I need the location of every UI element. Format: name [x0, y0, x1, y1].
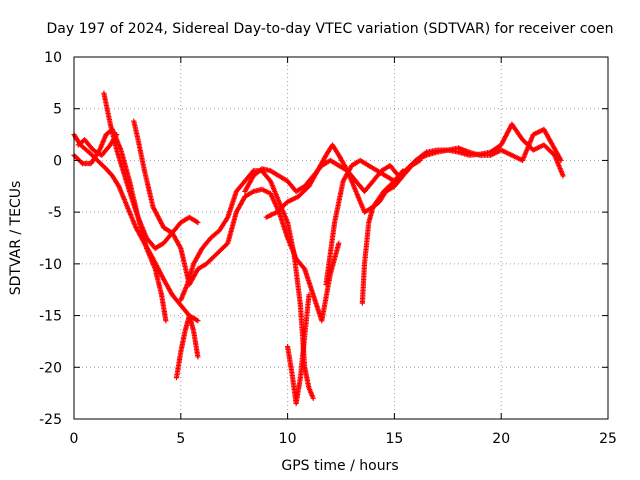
- y-tick-label: -25: [39, 412, 62, 428]
- series-track-10: [359, 157, 423, 306]
- data-marker: [306, 292, 312, 298]
- x-tick-label: 25: [599, 431, 617, 447]
- axis-ticks: 0 5 10 15 20 25 -25 -20 -15 -10 -5 0 5 10: [39, 50, 617, 447]
- series-track-9: [323, 157, 406, 288]
- series-track-5: [178, 168, 316, 401]
- series-track-6: [173, 312, 201, 381]
- y-tick-label: 10: [44, 50, 62, 66]
- data-points: [71, 90, 566, 407]
- x-tick-label: 20: [492, 431, 510, 447]
- x-axis-label: GPS time / hours: [281, 458, 398, 474]
- x-tick-label: 10: [279, 431, 297, 447]
- data-marker: [336, 240, 342, 246]
- x-tick-label: 15: [385, 431, 403, 447]
- y-tick-label: -20: [39, 360, 62, 376]
- x-tick-label: 5: [176, 431, 185, 447]
- y-tick-label: 0: [53, 153, 62, 169]
- chart-title: Day 197 of 2024, Sidereal Day-to-day VTE…: [47, 21, 614, 37]
- y-tick-label: -10: [39, 257, 62, 273]
- y-tick-label: 5: [53, 102, 62, 118]
- data-marker: [195, 219, 201, 226]
- y-tick-label: -15: [39, 309, 62, 325]
- data-marker: [163, 318, 169, 324]
- series-track-11: [75, 131, 120, 158]
- data-marker: [417, 157, 423, 164]
- data-marker: [558, 157, 564, 164]
- plot-frame: [73, 56, 609, 420]
- data-marker: [310, 395, 316, 401]
- y-tick-label: -5: [48, 205, 62, 221]
- data-marker: [195, 318, 201, 324]
- y-axis-label: SDTVAR / TECUs: [8, 181, 24, 296]
- data-marker: [114, 131, 120, 138]
- series-track-12: [285, 292, 312, 407]
- data-marker: [195, 354, 201, 360]
- data-marker: [560, 173, 566, 179]
- data-marker: [78, 159, 85, 166]
- x-tick-label: 0: [70, 431, 79, 447]
